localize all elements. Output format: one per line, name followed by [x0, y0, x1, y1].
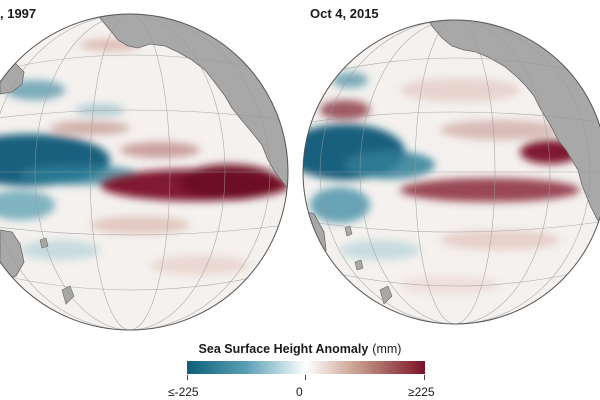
- globe-panel-1997: [0, 0, 300, 340]
- globe-map-1997: [0, 13, 289, 331]
- legend-tick-min: ≤-225: [168, 385, 199, 399]
- legend-tick-max: ≥225: [408, 385, 435, 399]
- legend-tickmark-max: [424, 375, 425, 380]
- graticule: [0, 14, 288, 330]
- anomaly-field: [303, 42, 580, 294]
- legend-title: Sea Surface Height Anomaly (mm): [0, 342, 600, 356]
- legend-tickmark-mid: [305, 375, 306, 380]
- globe-map-2015: [302, 19, 600, 325]
- legend-color-bar: [187, 361, 425, 374]
- panel-date-2015: Oct 4, 2015: [310, 6, 379, 21]
- legend-tickmark-min: [187, 375, 188, 380]
- land-australia: [0, 229, 25, 283]
- anomaly-field: [0, 39, 288, 275]
- legend-title-text: Sea Surface Height Anomaly: [198, 342, 369, 356]
- legend-tick-mid: 0: [296, 385, 303, 399]
- globe-panel-2015: [300, 0, 600, 340]
- panel-date-1997: , 1997: [0, 6, 37, 21]
- legend-unit: (mm): [372, 342, 402, 356]
